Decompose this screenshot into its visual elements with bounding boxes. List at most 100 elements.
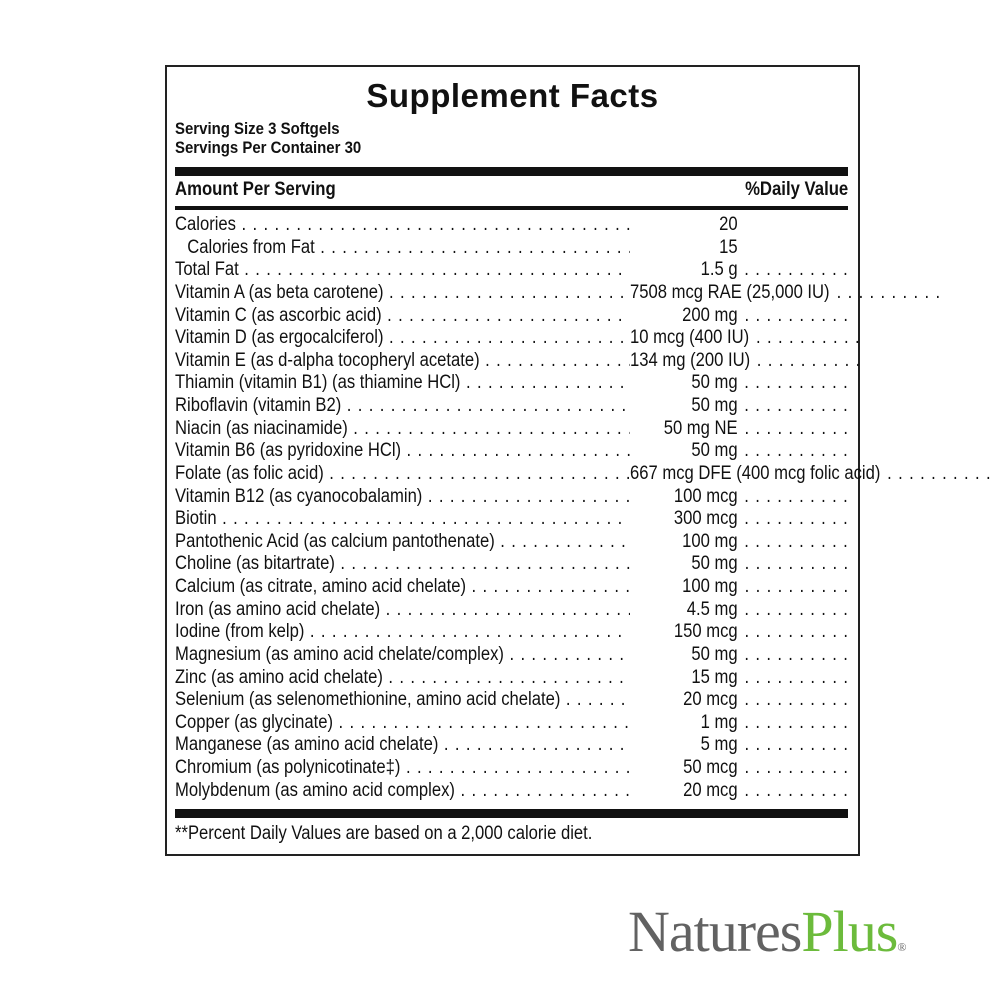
nutrient-daily-value: 100% bbox=[738, 621, 849, 644]
nutrient-daily-value: 167% bbox=[880, 463, 991, 486]
nutrient-name: Magnesium (as amino acid chelate/complex… bbox=[175, 644, 630, 667]
nutrient-name: Zinc (as amino acid chelate) bbox=[175, 667, 630, 690]
panel-title: Supplement Facts bbox=[366, 77, 659, 114]
nutrient-amount: 5 mg bbox=[700, 734, 738, 756]
nutrient-amount: 134 mg (200 IU) bbox=[630, 349, 751, 371]
nutrient-amount: 200 mg bbox=[682, 304, 738, 326]
nutrient-row: Vitamin E (as d-alpha tocopheryl acetate… bbox=[175, 350, 849, 373]
bottom-divider bbox=[175, 809, 848, 818]
nutrient-name: Manganese (as amino acid chelate) bbox=[175, 734, 630, 757]
nutrient-name: Iodine (from kelp) bbox=[175, 621, 630, 644]
nutrient-amount: 50 mg bbox=[691, 395, 738, 416]
nutrient-daily-value: 4167% bbox=[738, 372, 849, 395]
nutrient-daily-value: 893% bbox=[750, 350, 861, 373]
nutrient-daily-value: 44% bbox=[738, 780, 849, 803]
nutrient-name: Vitamin C (as ascorbic acid) bbox=[175, 305, 630, 328]
nutrient-row: Calories from Fat 15 bbox=[175, 237, 849, 260]
nutrient-daily-value: 36% bbox=[738, 689, 849, 712]
nutrient-name: Riboflavin (vitamin B2) bbox=[175, 395, 630, 418]
nutrient-name: Biotin bbox=[175, 508, 630, 531]
nutrient-amount: 10 mcg (400 IU) bbox=[630, 327, 750, 349]
nutrient-name: Niacin (as niacinamide) bbox=[175, 418, 630, 441]
thick-divider bbox=[175, 167, 848, 176]
amount-per-serving-label: Amount Per Serving bbox=[175, 179, 336, 200]
supplement-facts-panel: Supplement Facts Serving Size 3 Softgels… bbox=[165, 65, 880, 856]
nutrient-row: Pantothenic Acid (as calcium pantothenat… bbox=[175, 531, 849, 554]
nutrient-amount: 100 mcg bbox=[673, 485, 738, 507]
daily-value-label: %Daily Value bbox=[744, 179, 848, 200]
nutrient-amount: 7508 mcg RAE (25,000 IU) bbox=[630, 281, 830, 303]
divider bbox=[175, 206, 848, 210]
nutrient-amount: 50 mg bbox=[691, 643, 738, 665]
registered-mark: ® bbox=[897, 940, 906, 954]
nutrient-row: Vitamin C (as ascorbic acid) 200 mg222% bbox=[175, 305, 849, 328]
nutrient-name: Folate (as folic acid) bbox=[175, 463, 630, 486]
nutrient-amount: 15 mg bbox=[691, 666, 738, 688]
nutrient-name: Calories bbox=[175, 214, 630, 237]
nutrient-amount: 15 bbox=[719, 236, 738, 258]
nutrient-name: Vitamin D (as ergocalciferol) bbox=[175, 327, 630, 350]
nutrient-amount: 20 mcg bbox=[683, 779, 738, 801]
nutrient-amount: 4.5 mg bbox=[686, 598, 738, 620]
nutrient-name: Vitamin B12 (as cyanocobalamin) bbox=[175, 486, 630, 509]
nutrient-daily-value: 25% bbox=[738, 599, 849, 622]
nutrient-row: Molybdenum (as amino acid complex) 20 mcg… bbox=[175, 780, 849, 803]
nutrient-daily-value: 834% bbox=[830, 282, 941, 305]
nutrient-amount: 100 mg bbox=[682, 530, 738, 552]
nutrient-list: Calories 20 Calories from Fat 15 Total Fat 1.… bbox=[175, 214, 880, 803]
nutrient-row: Niacin (as niacinamide) 50 mg NE313% bbox=[175, 418, 849, 441]
nutrient-amount: 100 mg bbox=[682, 576, 738, 597]
nutrient-amount: 150 mcg bbox=[673, 621, 738, 643]
nutrient-daily-value: 217% bbox=[738, 734, 849, 757]
nutrient-row: Iron (as amino acid chelate) 4.5 mg25% bbox=[175, 599, 849, 622]
nutrient-row: Iodine (from kelp) 150 mcg100% bbox=[175, 621, 849, 644]
naturesplus-logo: NaturesPlus® bbox=[628, 898, 906, 965]
nutrient-row: Copper (as glycinate) 1 mg111% bbox=[175, 712, 849, 735]
nutrient-row: Vitamin B12 (as cyanocobalamin) 100 mcg41… bbox=[175, 486, 849, 509]
nutrient-row: Calories 20 bbox=[175, 214, 849, 237]
nutrient-row: Folate (as folic acid)667 mcg DFE (400 m… bbox=[175, 463, 880, 486]
servings-per-container: Servings Per Container 30 bbox=[175, 138, 362, 157]
nutrient-row: Vitamin B6 (as pyridoxine HCl) 50 mg2941% bbox=[175, 440, 849, 463]
nutrient-name: Thiamin (vitamin B1) (as thiamine HCl) bbox=[175, 372, 630, 395]
nutrient-name: Chromium (as polynicotinate‡) bbox=[175, 757, 630, 780]
nutrient-daily-value: 143% bbox=[738, 757, 849, 780]
nutrient-daily-value: 313% bbox=[738, 418, 849, 441]
nutrient-amount: 50 mg bbox=[691, 372, 738, 394]
nutrient-name: Calcium (as citrate, amino acid chelate) bbox=[175, 576, 630, 599]
nutrient-daily-value: 2%** bbox=[738, 259, 849, 282]
nutrient-row: Magnesium (as amino acid chelate/complex… bbox=[175, 644, 849, 667]
footnote: **Percent Daily Values are based on a 2,… bbox=[175, 823, 593, 844]
nutrient-row: Chromium (as polynicotinate‡) 50 mcg143% bbox=[175, 757, 849, 780]
nutrient-name: Iron (as amino acid chelate) bbox=[175, 599, 630, 622]
nutrient-name: Total Fat bbox=[175, 259, 630, 282]
nutrient-name: Choline (as bitartrate) bbox=[175, 553, 630, 576]
nutrient-row: Manganese (as amino acid chelate) 5 mg217… bbox=[175, 734, 849, 757]
nutrient-daily-value: 2000% bbox=[738, 531, 849, 554]
nutrient-daily-value: 50% bbox=[749, 327, 860, 350]
nutrient-daily-value: 222% bbox=[738, 305, 849, 328]
nutrient-daily-value: 9% bbox=[738, 553, 849, 576]
nutrient-row: Riboflavin (vitamin B2) 50 mg3846% bbox=[175, 395, 849, 418]
nutrient-amount: 50 mg bbox=[691, 553, 738, 575]
nutrient-amount: 50 mcg bbox=[683, 757, 738, 778]
nutrient-row: Zinc (as amino acid chelate) 15 mg136% bbox=[175, 667, 849, 690]
nutrient-daily-value: 8% bbox=[738, 576, 849, 599]
nutrient-row: Calcium (as citrate, amino acid chelate)… bbox=[175, 576, 849, 599]
nutrient-daily-value: 12% bbox=[738, 644, 849, 667]
nutrient-name: Copper (as glycinate) bbox=[175, 712, 630, 735]
nutrient-row: Vitamin A (as beta carotene)7508 mcg RAE… bbox=[175, 282, 849, 305]
nutrient-amount: 667 mcg DFE (400 mcg folic acid) bbox=[630, 462, 881, 484]
nutrient-daily-value: 3846% bbox=[738, 395, 849, 418]
nutrient-row: Thiamin (vitamin B1) (as thiamine HCl) 50… bbox=[175, 372, 849, 395]
nutrient-row: Vitamin D (as ergocalciferol)10 mcg (400… bbox=[175, 327, 849, 350]
nutrient-amount: 20 bbox=[719, 214, 738, 235]
nutrient-name: Molybdenum (as amino acid complex) bbox=[175, 780, 630, 803]
nutrient-row: Total Fat 1.5 g2%** bbox=[175, 259, 849, 282]
nutrient-row: Biotin 300 mcg1000% bbox=[175, 508, 849, 531]
nutrient-amount: 50 mg bbox=[691, 440, 738, 462]
nutrient-name: Selenium (as selenomethionine, amino aci… bbox=[175, 689, 630, 712]
nutrient-name: Vitamin E (as d-alpha tocopheryl acetate… bbox=[175, 350, 630, 373]
nutrient-daily-value: 111% bbox=[738, 712, 849, 735]
nutrient-daily-value: 2941% bbox=[738, 440, 849, 463]
